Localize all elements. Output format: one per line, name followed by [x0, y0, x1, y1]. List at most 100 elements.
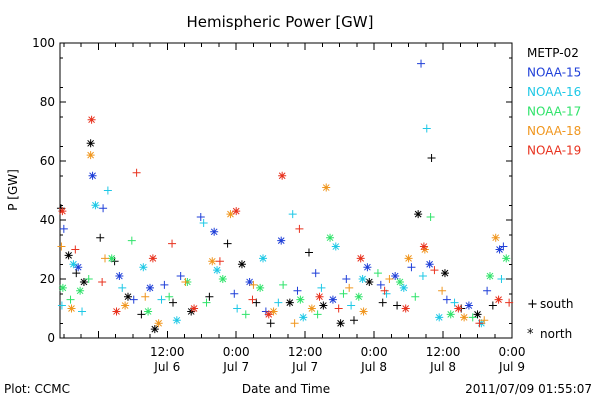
south-point	[422, 124, 431, 133]
south-point	[442, 295, 451, 304]
south-point	[279, 280, 288, 289]
south-point	[118, 283, 127, 292]
hemisphere-symbol: *	[527, 327, 534, 342]
south-point	[488, 301, 497, 310]
south-point	[199, 218, 208, 227]
south-point	[168, 239, 177, 248]
legend-entry: NOAA-18	[527, 124, 581, 138]
legend-entry: METP-02	[527, 46, 579, 60]
x-tick-label-time: 12:00	[426, 345, 461, 359]
south-point	[426, 213, 435, 222]
south-point	[313, 310, 322, 319]
north-point	[278, 171, 287, 180]
north-point	[319, 301, 328, 310]
y-tick-label: 80	[40, 95, 55, 109]
south-point	[141, 292, 150, 301]
south-point	[59, 224, 68, 233]
north-point	[363, 263, 372, 272]
south-point	[230, 289, 239, 298]
south-point	[72, 269, 81, 278]
legend-entry: NOAA-19	[527, 144, 581, 158]
x-tick-label-time: 12:00	[288, 345, 323, 359]
north-point	[464, 301, 473, 310]
north-point	[269, 307, 278, 316]
south-point	[475, 319, 484, 328]
x-tick-label-date: Jul 8	[360, 360, 387, 374]
north-point	[259, 254, 268, 263]
north-point	[414, 210, 423, 219]
hemisphere-legend: + south * north	[527, 297, 574, 342]
chart-title: Hemispheric Power [GW]	[187, 13, 374, 31]
north-point	[365, 277, 374, 286]
north-point	[494, 295, 503, 304]
data-points	[56, 59, 514, 334]
south-point	[411, 292, 420, 301]
north-point	[395, 277, 404, 286]
x-tick-label-date: Jul 7	[222, 360, 249, 374]
south-point	[157, 295, 166, 304]
south-point	[160, 280, 169, 289]
north-point	[454, 304, 463, 313]
north-point	[210, 227, 219, 236]
south-point	[71, 245, 80, 254]
hemisphere-label: south	[540, 297, 574, 311]
south-point	[176, 272, 185, 281]
north-point	[420, 245, 429, 254]
south-point	[468, 313, 477, 322]
x-tick-label-date: Jul 7	[291, 360, 318, 374]
north-point	[322, 183, 331, 192]
north-point	[86, 139, 95, 148]
south-point	[223, 239, 232, 248]
south-point	[304, 248, 313, 257]
south-point	[57, 301, 66, 310]
south-point	[385, 275, 394, 283]
north-point	[226, 210, 235, 219]
south-point	[345, 283, 354, 292]
north-point	[87, 115, 96, 124]
north-point	[485, 272, 494, 281]
x-tick-label-time: 0:00	[499, 345, 526, 359]
x-tick-label-time: 0:00	[361, 345, 388, 359]
north-point	[491, 233, 500, 242]
south-point	[78, 307, 87, 316]
north-point	[148, 254, 157, 263]
north-point	[473, 310, 482, 319]
south-point	[480, 316, 489, 325]
north-point	[391, 272, 400, 281]
x-axis-label: Date and Time	[242, 382, 330, 396]
south-point	[99, 204, 108, 213]
y-tick-label: 0	[47, 331, 55, 345]
south-point	[380, 286, 389, 295]
north-point	[256, 283, 265, 292]
north-point	[440, 269, 449, 278]
legend-entry: NOAA-17	[527, 105, 581, 119]
north-point	[121, 301, 130, 310]
north-point	[69, 260, 78, 269]
south-point	[127, 236, 136, 245]
x-tick-label-time: 12:00	[150, 345, 185, 359]
south-point	[417, 59, 426, 68]
south-point	[317, 283, 326, 292]
south-point	[427, 154, 436, 163]
north-point	[190, 304, 199, 313]
y-tick-label: 20	[40, 272, 55, 286]
north-point	[359, 307, 368, 316]
legend-entry: NOAA-15	[527, 66, 581, 80]
south-point	[430, 266, 439, 275]
hemisphere-label: north	[540, 327, 572, 341]
plot-timestamp: 2011/07/09 01:55:07	[465, 382, 592, 396]
north-point	[307, 304, 316, 313]
north-point	[115, 272, 124, 281]
north-point	[146, 283, 155, 292]
south-point	[407, 263, 416, 272]
north-point	[79, 277, 88, 286]
south-point	[373, 269, 382, 278]
south-point	[418, 272, 427, 281]
south-point	[497, 275, 506, 283]
south-point	[98, 277, 107, 286]
north-point	[150, 325, 159, 334]
north-point	[326, 233, 335, 242]
south-point	[290, 319, 299, 328]
north-point	[356, 254, 365, 263]
